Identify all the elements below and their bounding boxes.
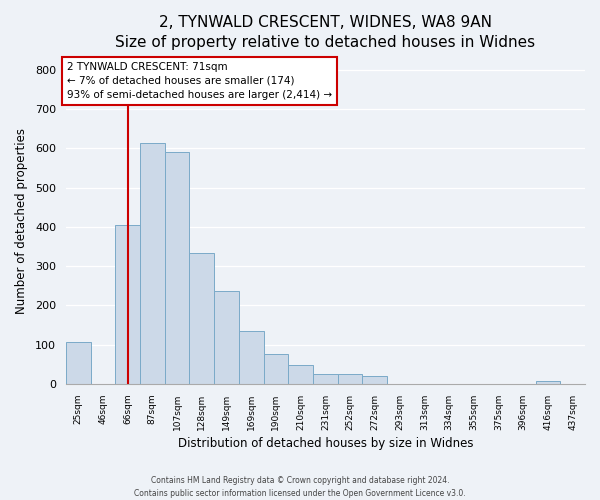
Bar: [190, 253, 214, 384]
Text: Contains HM Land Registry data © Crown copyright and database right 2024.
Contai: Contains HM Land Registry data © Crown c…: [134, 476, 466, 498]
Bar: [164, 152, 190, 384]
Bar: [263, 354, 289, 384]
Title: 2, TYNWALD CRESCENT, WIDNES, WA8 9AN
Size of property relative to detached house: 2, TYNWALD CRESCENT, WIDNES, WA8 9AN Siz…: [115, 15, 535, 50]
Text: 2 TYNWALD CRESCENT: 71sqm
← 7% of detached houses are smaller (174)
93% of semi-: 2 TYNWALD CRESCENT: 71sqm ← 7% of detach…: [67, 62, 332, 100]
Bar: [66, 342, 91, 384]
Bar: [239, 330, 263, 384]
Bar: [214, 292, 239, 384]
Y-axis label: Number of detached properties: Number of detached properties: [15, 128, 28, 314]
X-axis label: Distribution of detached houses by size in Widnes: Distribution of detached houses by size …: [178, 437, 473, 450]
Bar: [289, 364, 313, 384]
Bar: [362, 376, 387, 384]
Bar: [536, 381, 560, 384]
Bar: [338, 374, 362, 384]
Bar: [313, 374, 338, 384]
Bar: [140, 143, 164, 384]
Bar: [115, 225, 140, 384]
